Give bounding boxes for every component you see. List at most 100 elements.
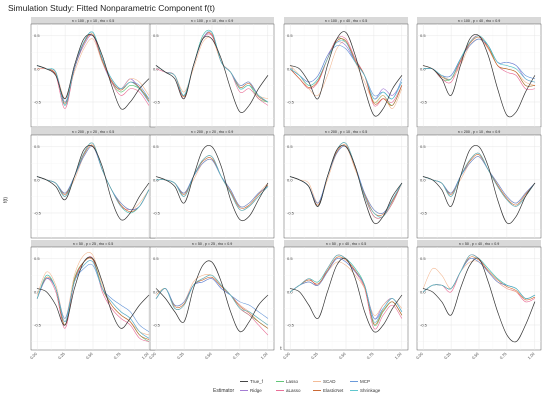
panel-11: n = 50 , p = 40 , rho = 0.5-0.50.00.50.0… xyxy=(282,240,409,361)
series-line-shrinkage xyxy=(422,152,536,207)
legend-item-mcp: MCP xyxy=(350,379,370,384)
panel-2: n = 100 , p = 10 , rho = 0.9-0.50.00.5 xyxy=(149,17,275,128)
y-tick-label: 0.5 xyxy=(153,144,159,149)
facet-strip-label: n = 100 , p = 40 , rho = 0.5 xyxy=(325,19,367,23)
series-line-true xyxy=(289,31,403,117)
series-line-true xyxy=(289,144,403,225)
y-tick-label: 0.0 xyxy=(34,177,40,182)
panel-10: n = 50 , p = 25 , rho = 0.9 -0.5 0.0 0.5 0.0… xyxy=(148,240,275,361)
facet-strip xyxy=(150,240,274,247)
y-tick-label: 0.0 xyxy=(420,177,426,182)
legend-item-true: True_f xyxy=(240,379,264,384)
legend-item-elasticnet: ElasticNet xyxy=(313,388,344,393)
x-tick-label: 0.50 xyxy=(85,351,95,361)
series-line-true xyxy=(36,33,150,110)
y-tick-label: -0.5 xyxy=(420,99,428,104)
series-line-true xyxy=(36,256,150,329)
y-tick-label: -0.5 xyxy=(153,210,161,215)
panel-3: n = 100 , p = 40 , rho = 0.5-0.50.00.5 xyxy=(283,17,409,128)
y-tick-label: 0.5 xyxy=(420,144,426,149)
y-tick-label: -0.5 xyxy=(420,210,428,215)
series-line-true xyxy=(155,35,269,113)
x-tick-label: 0.25 xyxy=(176,351,186,361)
legend-title: Estimator xyxy=(213,388,234,394)
x-tick-label: 0.75 xyxy=(366,351,376,361)
panel-6: n = 200 , p = 20 , rho = 0.9-0.50.00.5 xyxy=(149,128,275,239)
x-tick-label: 1.00 xyxy=(393,351,403,361)
panel-5: n = 200 , p = 20 , rho = 0.5 -0.5 0.0 0.5 xyxy=(30,128,156,239)
x-tick-label: 0.50 xyxy=(471,351,481,361)
facet-strip-label: n = 50 , p = 40 , rho = 0.5 xyxy=(326,242,366,246)
y-tick-label: -0.5 xyxy=(287,210,295,215)
panel-1: n = 100 , p = 10 , rho = 0.5-0.50.00.5 xyxy=(30,17,156,128)
y-tick-label: -0.5 xyxy=(34,210,42,215)
facet-strip xyxy=(31,17,155,24)
legend-label: Lasso xyxy=(286,379,299,384)
x-tick-label: 0.25 xyxy=(57,351,67,361)
y-axis-label: f(t) xyxy=(3,197,9,203)
panel-12: n = 50 , p = 40 , rho = 0.9-0.50.00.50.0… xyxy=(415,240,542,361)
legend-item-shrinkage: Shrinkage xyxy=(350,388,381,393)
facet-strip xyxy=(417,128,541,135)
facet-strip xyxy=(284,17,408,24)
series-line-shrinkage xyxy=(155,155,269,211)
legend-label: Shrinkage xyxy=(360,388,381,393)
x-tick-label: 0.75 xyxy=(113,351,123,361)
series-line-mcp xyxy=(155,278,269,319)
legend-label: SCAD xyxy=(323,379,336,384)
facet-strip xyxy=(150,17,274,24)
facet-strip xyxy=(31,128,155,135)
y-tick-label: 0.5 xyxy=(153,33,159,38)
x-tick-label: 0.00 xyxy=(29,351,39,361)
y-tick-label: 0.5 xyxy=(287,144,293,149)
y-tick-label: -0.5 xyxy=(153,99,161,104)
legend-label: ElasticNet xyxy=(323,388,344,393)
series-line-elasticnet xyxy=(289,256,403,325)
x-tick-label: 0.75 xyxy=(499,351,509,361)
y-tick-label: -0.5 xyxy=(153,322,161,327)
facet-strip-label: n = 200 , p = 10 , rho = 0.9 xyxy=(458,130,500,134)
series-line-true xyxy=(422,144,536,225)
y-tick-label: -0.5 xyxy=(287,99,295,104)
x-tick-label: 0.00 xyxy=(282,351,292,361)
y-tick-label: 0.5 xyxy=(34,144,40,149)
x-tick-label: 1.00 xyxy=(259,351,269,361)
y-tick-label: 0.0 xyxy=(287,177,293,182)
facet-strip-label: n = 200 , p = 20 , rho = 0.5 xyxy=(72,130,114,134)
x-tick-label: 0.75 xyxy=(232,351,242,361)
x-tick-label: 0.00 xyxy=(148,351,158,361)
chart-title: Simulation Study: Fitted Nonparametric C… xyxy=(8,3,215,13)
x-tick-label: 0.50 xyxy=(204,351,214,361)
x-tick-label: 1.00 xyxy=(526,351,536,361)
series-line-elasticnet xyxy=(422,36,536,87)
panel-4: n = 100 , p = 40 , rho = 0.9-0.50.00.5 xyxy=(416,17,542,128)
legend-item-scad: SCAD xyxy=(313,379,336,384)
facet-strip-label: n = 100 , p = 10 , rho = 0.5 xyxy=(72,19,114,23)
facet-strip xyxy=(284,128,408,135)
y-tick-label: 0.5 xyxy=(420,256,426,261)
legend: Estimator True_f Ridge Lasso aLasso SCAD Elast… xyxy=(213,379,381,394)
series-line-true xyxy=(422,33,536,118)
facet-strip xyxy=(31,240,155,247)
series-line-shrinkage xyxy=(289,39,403,100)
legend-label: True_f xyxy=(250,379,264,384)
facet-panels: n = 100 , p = 10 , rho = 0.5-0.50.00.5n … xyxy=(29,17,542,361)
facet-strip xyxy=(417,17,541,24)
y-tick-label: 0.5 xyxy=(420,33,426,38)
y-tick-label: 0.5 xyxy=(287,256,293,261)
x-tick-label: 0.00 xyxy=(415,351,425,361)
y-tick-label: 0.5 xyxy=(34,33,40,38)
legend-item-lasso: Lasso xyxy=(276,379,299,384)
facet-strip-label: n = 100 , p = 40 , rho = 0.9 xyxy=(458,19,500,23)
series-line-elasticnet xyxy=(289,38,403,106)
facet-strip xyxy=(284,240,408,247)
series-line-true xyxy=(155,144,269,222)
facet-strip-label: n = 50 , p = 25 , rho = 0.5 xyxy=(73,242,113,246)
legend-label: aLasso xyxy=(286,388,301,393)
x-tick-label: 0.25 xyxy=(310,351,320,361)
facet-strip-label: n = 50 , p = 40 , rho = 0.9 xyxy=(459,242,499,246)
legend-label: MCP xyxy=(360,379,370,384)
series-line-shrinkage xyxy=(155,29,269,103)
series-line-true xyxy=(36,144,150,221)
